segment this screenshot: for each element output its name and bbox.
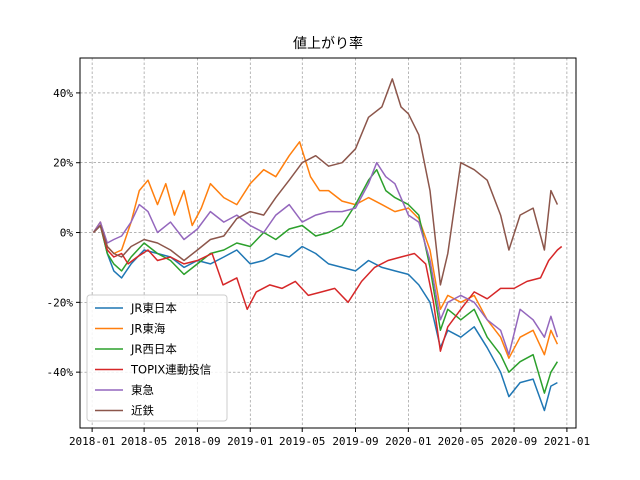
x-tick-label: 2021-01 <box>544 435 590 448</box>
x-tick-label: 2018-09 <box>174 435 220 448</box>
x-tick-label: 2019-05 <box>279 435 325 448</box>
x-tick-label: 2019-01 <box>227 435 273 448</box>
y-axis: -40% -20% 0% 20% 40% <box>47 87 80 379</box>
legend-label: JR東海 <box>130 322 166 336</box>
series-line-5 <box>92 78 559 286</box>
x-tick-label: 2020-09 <box>491 435 537 448</box>
legend-label: 近鉄 <box>131 404 154 418</box>
legend-label: JR東日本 <box>130 301 177 315</box>
series-line-1 <box>92 141 559 359</box>
series-line-3 <box>92 224 563 352</box>
x-tick-label: 2020-01 <box>385 435 431 448</box>
y-tick-label: 20% <box>53 157 73 170</box>
y-tick-label: -20% <box>47 296 74 309</box>
y-tick-label: 0% <box>60 227 74 240</box>
chart-title: 値上がり率 <box>293 35 363 52</box>
x-tick-label: 2020-05 <box>438 435 484 448</box>
series-line-4 <box>92 161 559 356</box>
legend-label: 東急 <box>131 383 154 397</box>
series-line-0 <box>92 224 558 412</box>
x-axis: 2018-01 2018-05 2018-09 2019-01 2019-05 2019-… <box>69 428 590 448</box>
series-lines <box>92 78 563 412</box>
x-tick-label: 2019-09 <box>332 435 378 448</box>
plot-frame <box>79 57 577 429</box>
series-line-2 <box>92 168 559 394</box>
x-tick-label: 2018-01 <box>69 435 115 448</box>
y-tick-label: -40% <box>47 366 74 379</box>
y-tick-label: 40% <box>53 87 73 100</box>
x-tick-label: 2018-05 <box>121 435 167 448</box>
legend-label: TOPIX連動投信 <box>130 363 211 377</box>
legend-label: JR西日本 <box>130 342 177 356</box>
